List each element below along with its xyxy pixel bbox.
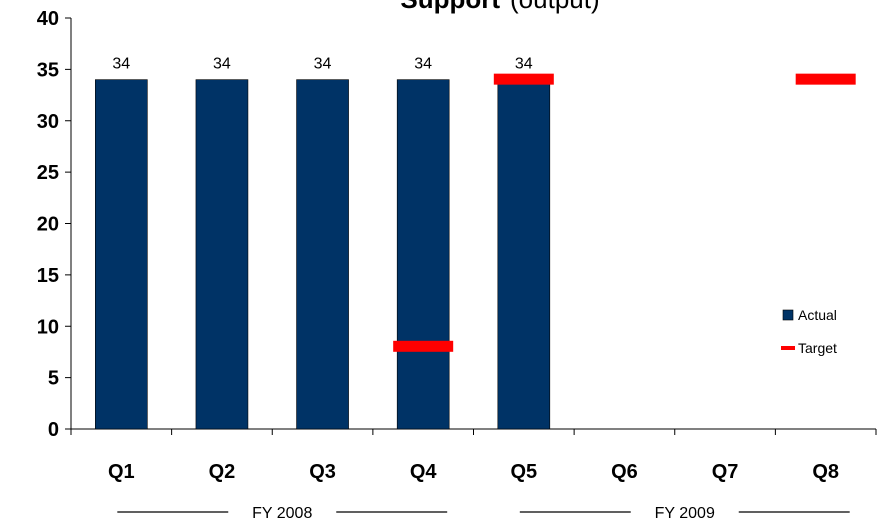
y-tick-label: 20 — [37, 214, 59, 236]
axes: 0 5 10 15 20 25 30 35 40 — [37, 8, 877, 441]
legend-actual-label: Actual — [798, 307, 837, 323]
chart-title-rest: (output) — [510, 0, 600, 14]
target-markers — [393, 73, 856, 352]
x-tick-label: Q1 — [108, 461, 135, 483]
target-marker — [393, 340, 454, 352]
x-tick-label: Q7 — [712, 461, 739, 483]
y-tick-label: 25 — [37, 162, 59, 184]
bar-actual — [396, 79, 450, 430]
bar-actual — [296, 79, 349, 430]
bar-data-label: 34 — [213, 56, 231, 73]
x-tick-label: Q8 — [812, 461, 839, 483]
x-tick-label: Q2 — [209, 461, 236, 483]
chart-title-bold: Support — [400, 0, 500, 14]
bar-data-label: 34 — [515, 56, 533, 73]
svg-text:Support (output): Support (output) — [400, 0, 599, 14]
bar-data-label: 34 — [112, 56, 130, 73]
y-tick-label: 40 — [37, 8, 59, 30]
y-tick-label: 35 — [37, 59, 59, 81]
target-marker — [493, 73, 554, 85]
x-tick-label: Q5 — [510, 461, 537, 483]
y-tick-label: 30 — [37, 111, 59, 133]
bars: 34 34 34 34 34 — [95, 56, 551, 430]
legend-actual-swatch — [782, 309, 794, 321]
y-tick-label: 15 — [37, 265, 59, 287]
bar-actual — [497, 79, 551, 430]
x-tick-labels: Q1 Q2 Q3 Q4 Q5 Q6 Q7 Q8 — [108, 461, 839, 483]
chart-title: Support (output) — [400, 0, 599, 14]
legend-target-label: Target — [798, 340, 837, 356]
x-tick-label: Q3 — [309, 461, 336, 483]
y-tick-label: 10 — [37, 316, 59, 338]
bar-actual — [195, 79, 249, 430]
bar-data-label: 34 — [314, 56, 332, 73]
y-tick-label: 0 — [48, 419, 59, 441]
category-groups: FY 2008 FY 2009 — [117, 505, 850, 522]
legend: Actual Target — [781, 307, 837, 356]
bar-data-label: 34 — [414, 56, 432, 73]
target-marker — [795, 73, 856, 85]
bar-actual — [95, 79, 148, 430]
y-tick-label: 5 — [48, 368, 59, 390]
group-label: FY 2009 — [655, 505, 715, 522]
group-label: FY 2008 — [252, 505, 312, 522]
x-tick-label: Q6 — [611, 461, 638, 483]
x-tick-label: Q4 — [410, 461, 438, 483]
legend-target-swatch — [781, 346, 795, 350]
